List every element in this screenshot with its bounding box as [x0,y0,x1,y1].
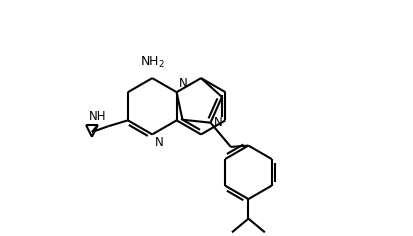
Text: N: N [154,136,163,149]
Text: N: N [178,77,187,90]
Text: NH$_2$: NH$_2$ [140,55,164,70]
Text: NH: NH [89,110,107,123]
Text: N: N [213,116,222,129]
